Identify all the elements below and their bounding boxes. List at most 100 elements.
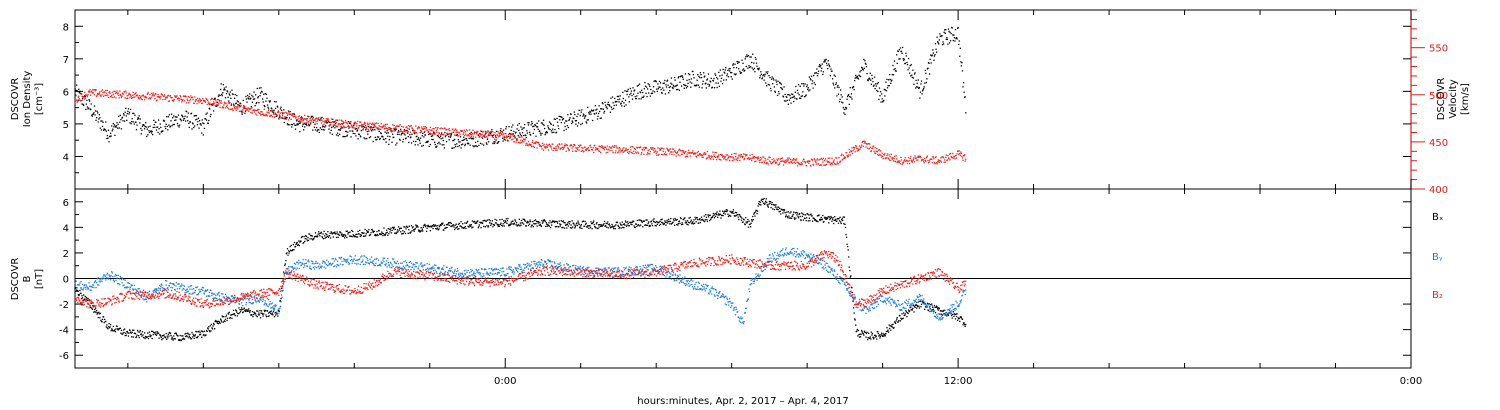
density-point bbox=[697, 74, 699, 76]
velocity-point bbox=[777, 164, 779, 166]
bx-point bbox=[187, 332, 189, 334]
bx-point bbox=[445, 227, 447, 229]
velocity-point bbox=[467, 134, 470, 136]
density-point bbox=[878, 98, 880, 101]
velocity-point bbox=[887, 157, 889, 159]
bx-point bbox=[458, 222, 461, 225]
bx-point bbox=[120, 329, 123, 332]
bx-point bbox=[625, 221, 627, 223]
density-point bbox=[776, 83, 778, 86]
density-point bbox=[498, 140, 500, 143]
velocity-point bbox=[355, 122, 357, 125]
bx-point bbox=[93, 308, 96, 311]
velocity-point bbox=[531, 141, 533, 144]
bx-point bbox=[387, 227, 389, 230]
velocity-point bbox=[192, 98, 194, 101]
density-point bbox=[370, 130, 373, 132]
density-point bbox=[414, 132, 416, 135]
velocity-point bbox=[503, 136, 505, 139]
density-point bbox=[568, 118, 571, 121]
velocity-point bbox=[312, 116, 314, 119]
density-point bbox=[597, 115, 599, 117]
velocity-point bbox=[129, 96, 131, 99]
bx-point bbox=[600, 225, 602, 228]
velocity-point bbox=[157, 95, 160, 98]
density-point bbox=[692, 70, 694, 73]
velocity-point bbox=[761, 161, 764, 163]
bx-point bbox=[180, 339, 182, 341]
bx-point bbox=[111, 328, 113, 330]
velocity-point bbox=[717, 155, 719, 158]
density-point bbox=[231, 89, 233, 91]
density-point bbox=[512, 124, 514, 126]
bx-point bbox=[522, 218, 524, 220]
bx-point bbox=[506, 219, 509, 222]
density-point bbox=[472, 145, 474, 147]
velocity-point bbox=[342, 120, 344, 123]
density-point bbox=[928, 62, 930, 64]
density-point bbox=[836, 95, 838, 97]
velocity-point bbox=[939, 160, 942, 162]
density-point bbox=[457, 139, 460, 141]
velocity-point bbox=[151, 95, 153, 97]
velocity-point bbox=[274, 116, 276, 118]
bx-point bbox=[846, 245, 849, 248]
velocity-point bbox=[953, 156, 956, 158]
bx-point bbox=[422, 230, 424, 232]
velocity-point bbox=[641, 152, 643, 154]
density-point bbox=[191, 122, 194, 124]
velocity-point bbox=[193, 102, 195, 105]
velocity-point bbox=[217, 104, 219, 107]
bx-point bbox=[131, 336, 133, 338]
bx-point bbox=[370, 232, 372, 234]
bx-point bbox=[324, 237, 326, 239]
density-point bbox=[386, 130, 388, 132]
bx-point bbox=[609, 225, 611, 227]
density-point bbox=[822, 71, 825, 73]
velocity-point bbox=[607, 151, 609, 153]
bx-point bbox=[524, 220, 526, 222]
bx-point bbox=[624, 224, 626, 226]
density-point bbox=[625, 90, 628, 92]
velocity-point bbox=[596, 148, 598, 150]
velocity-point bbox=[419, 132, 421, 134]
bx-point bbox=[217, 320, 219, 322]
density-point bbox=[84, 96, 86, 98]
bx-point bbox=[562, 220, 565, 222]
density-point bbox=[111, 130, 113, 132]
density-point bbox=[780, 83, 782, 85]
density-point bbox=[690, 78, 692, 80]
velocity-point bbox=[288, 112, 290, 114]
bx-point bbox=[112, 330, 114, 332]
bx-point bbox=[884, 335, 887, 337]
density-point bbox=[341, 122, 343, 125]
velocity-point bbox=[696, 151, 698, 154]
velocity-point bbox=[105, 92, 107, 95]
density-point bbox=[541, 132, 543, 135]
bx-point bbox=[701, 218, 704, 221]
velocity-point bbox=[79, 100, 82, 102]
bx-point bbox=[693, 219, 695, 221]
bx-point bbox=[455, 227, 457, 229]
velocity-point bbox=[335, 119, 337, 121]
density-point bbox=[269, 100, 271, 102]
bx-point bbox=[366, 231, 368, 234]
velocity-point bbox=[598, 150, 601, 152]
velocity-point bbox=[278, 114, 281, 116]
bx-point bbox=[581, 227, 583, 229]
density-point bbox=[445, 141, 448, 143]
density-point bbox=[775, 79, 777, 81]
velocity-point bbox=[417, 127, 419, 129]
bx-point bbox=[92, 305, 94, 307]
velocity-point bbox=[172, 99, 174, 101]
velocity-point bbox=[611, 149, 613, 152]
density-point bbox=[137, 117, 139, 119]
velocity-point bbox=[943, 161, 945, 163]
density-point bbox=[173, 123, 175, 126]
density-point bbox=[928, 73, 931, 75]
bx-point bbox=[719, 213, 722, 215]
density-point bbox=[295, 124, 297, 126]
velocity-point bbox=[869, 146, 871, 149]
density-point bbox=[293, 123, 295, 125]
density-point bbox=[748, 66, 751, 69]
